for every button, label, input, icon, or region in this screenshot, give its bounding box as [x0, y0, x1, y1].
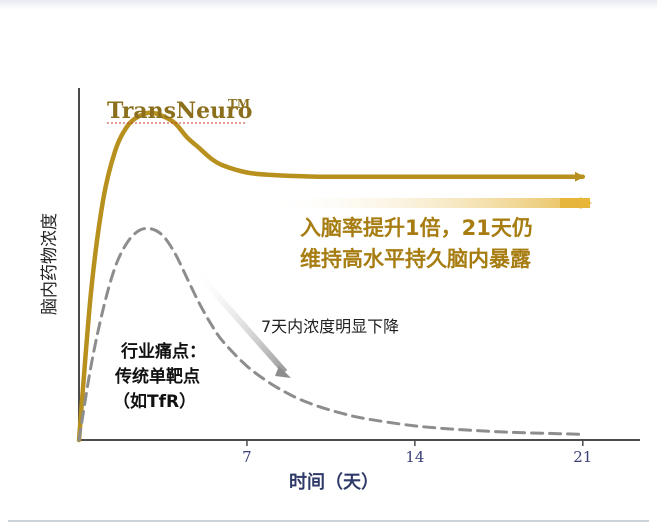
series-label-trademark: TM: [228, 97, 250, 111]
x-tick-label-14: 14: [405, 448, 424, 466]
gold-highlight-arrow: [262, 198, 582, 208]
bottom-border: [8, 520, 649, 522]
pain-annotation-line2: 传统单靶点: [114, 366, 200, 387]
series-line-transneuro: [76, 110, 586, 443]
series-label: TransNeuro: [107, 98, 252, 124]
gold-annotation-line2: 维持高水平持久脑内暴露: [300, 247, 532, 271]
decline-arrowhead: [275, 366, 291, 378]
x-ticks: 7 14 21: [242, 440, 592, 466]
decline-annotation: 7天内浓度明显下降: [261, 317, 399, 336]
gold-annotation-line1: 入脑率提升1倍，21天仍: [300, 216, 533, 240]
x-tick-label-21: 21: [573, 448, 592, 466]
x-axis-label: 时间（天）: [289, 472, 379, 493]
decline-arrow: [190, 266, 288, 374]
y-axis-label: 脑内药物浓度: [40, 213, 60, 315]
top-border: [0, 0, 657, 10]
pain-annotation-line3: （如TfR）: [113, 391, 196, 412]
series-lines: [76, 110, 586, 443]
series-line-traditional: [77, 226, 585, 442]
pain-annotation-line1: 行业痛点：: [120, 341, 206, 362]
x-tick-label-7: 7: [242, 448, 252, 466]
